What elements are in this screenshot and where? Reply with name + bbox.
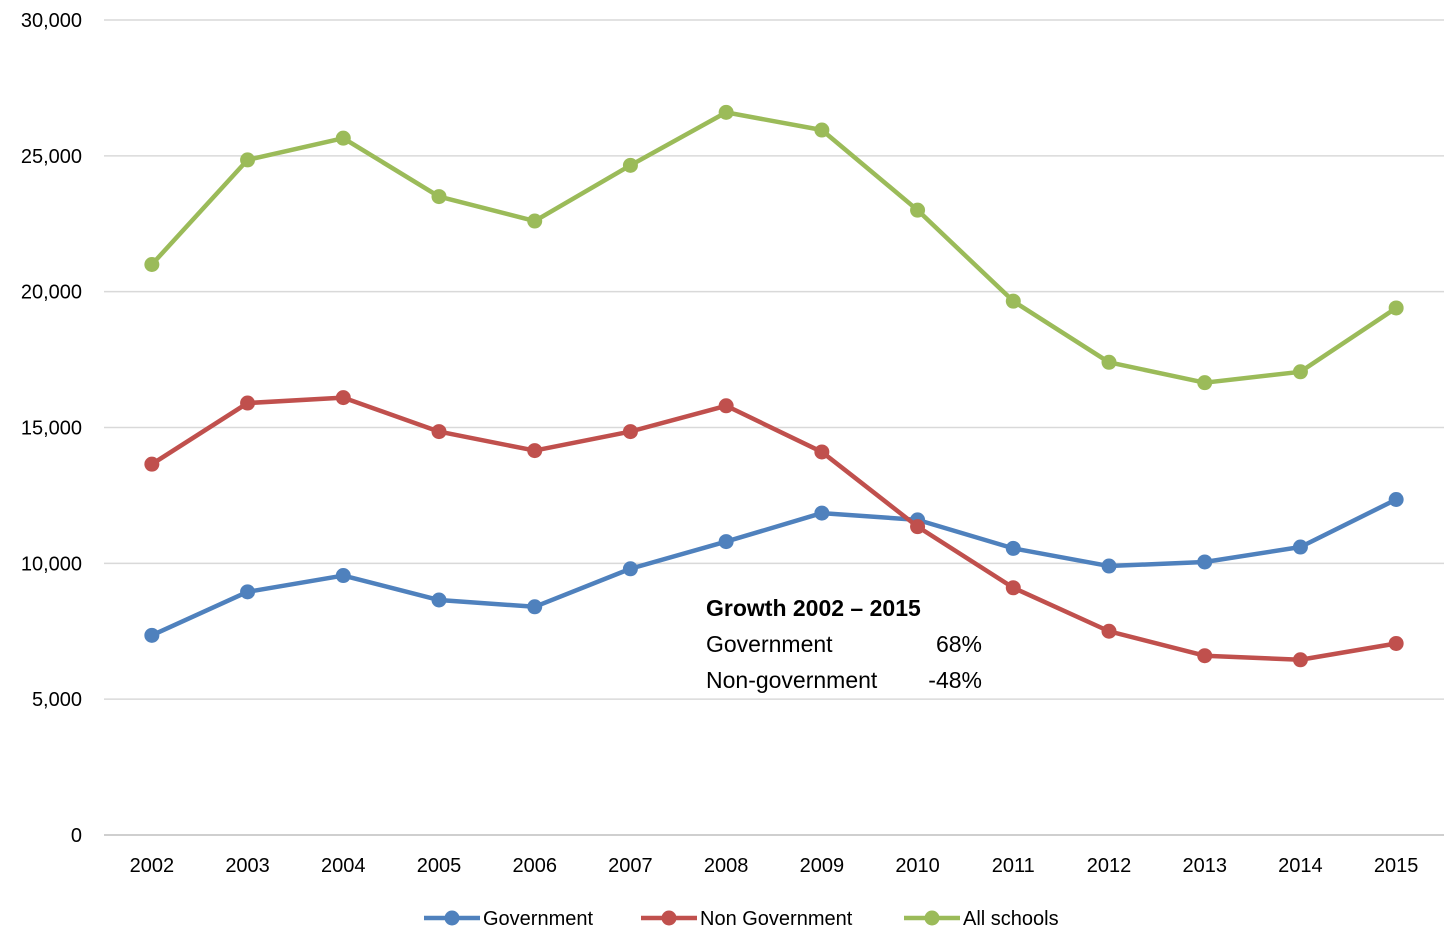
data-point (431, 189, 447, 205)
y-axis: 0 5,000 10,000 15,000 20,000 25,000 30,000 (21, 10, 82, 847)
series-1 (144, 390, 1404, 668)
y-tick-label: 30,000 (21, 10, 82, 32)
data-point (1005, 293, 1021, 309)
x-tick-label: 2012 (1087, 855, 1132, 877)
data-point (335, 130, 351, 146)
data-point (814, 505, 830, 521)
x-tick-label: 2010 (895, 855, 940, 877)
x-axis: 2002 2003 2004 2005 2006 2007 2008 2009 2010 2011… (130, 855, 1419, 877)
legend: Government Non Government All schools (424, 908, 1059, 930)
data-point (527, 213, 543, 229)
legend-item: Non Government (641, 908, 853, 930)
data-point (1388, 491, 1404, 507)
legend-swatch-marker (661, 910, 677, 926)
data-point (910, 202, 926, 218)
data-point (1197, 648, 1213, 664)
x-tick-label: 2003 (225, 855, 270, 877)
y-tick-label: 5,000 (32, 689, 82, 711)
data-point (1388, 300, 1404, 316)
data-point (814, 122, 830, 138)
data-point (1101, 354, 1117, 370)
annotation-title: Growth 2002 – 2015 (706, 595, 921, 621)
y-tick-label: 15,000 (21, 418, 82, 440)
x-tick-label: 2009 (800, 855, 845, 877)
data-point (1197, 554, 1213, 570)
gridlines (104, 19, 1444, 836)
x-tick-label: 2013 (1182, 855, 1227, 877)
data-point (814, 444, 830, 460)
x-tick-label: 2002 (130, 855, 175, 877)
data-point (622, 157, 638, 173)
x-tick-label: 2014 (1278, 855, 1323, 877)
series-2 (144, 104, 1404, 391)
data-point (622, 561, 638, 577)
x-tick-label: 2011 (992, 855, 1035, 877)
x-tick-label: 2004 (321, 855, 366, 877)
x-tick-label: 2007 (608, 855, 653, 877)
x-tick-label: 2015 (1374, 855, 1419, 877)
data-point (1005, 540, 1021, 556)
legend-label: Non Government (700, 908, 853, 930)
data-point (431, 424, 447, 440)
x-tick-label: 2006 (512, 855, 557, 877)
series-group (144, 104, 1404, 668)
data-point (1005, 580, 1021, 596)
data-point (431, 592, 447, 608)
annotation-nongovernment-label: Non-government (706, 667, 878, 693)
series-line (149, 497, 1399, 638)
annotation-government-value: 68% (936, 631, 982, 657)
data-point (1101, 623, 1117, 639)
data-point (144, 257, 160, 272)
data-point (527, 443, 543, 459)
data-point (1101, 558, 1117, 574)
legend-swatch-marker (444, 910, 460, 926)
legend-label: Government (483, 908, 593, 930)
legend-item: All schools (904, 908, 1059, 930)
data-point (144, 627, 160, 643)
series-line (149, 395, 1399, 663)
data-point (335, 568, 351, 584)
data-point (240, 395, 256, 411)
data-point (910, 519, 926, 535)
data-point (718, 104, 734, 120)
data-point (335, 390, 351, 406)
data-point (1292, 652, 1308, 668)
annotation-government-label: Government (706, 631, 833, 657)
data-point (718, 534, 734, 550)
legend-item: Government (424, 908, 593, 930)
data-point (240, 152, 256, 168)
y-tick-label: 25,000 (21, 146, 82, 168)
data-point (1292, 539, 1308, 555)
x-tick-label: 2008 (704, 855, 749, 877)
data-point (144, 456, 160, 472)
annotation-nongovernment-value: -48% (928, 667, 982, 693)
y-tick-label: 0 (71, 825, 82, 847)
data-point (240, 584, 256, 600)
series-line (149, 110, 1399, 385)
y-tick-label: 20,000 (21, 282, 82, 304)
data-point (1292, 364, 1308, 380)
data-point (622, 424, 638, 440)
legend-label: All schools (963, 908, 1059, 930)
data-point (1197, 375, 1213, 391)
legend-swatch-marker (924, 910, 940, 926)
y-tick-label: 10,000 (21, 553, 82, 575)
growth-annotation: Growth 2002 – 2015 Government 68% Non-go… (706, 595, 982, 693)
x-tick-label: 2005 (417, 855, 462, 877)
data-point (1388, 635, 1404, 651)
data-point (527, 599, 543, 615)
data-point (718, 398, 734, 414)
